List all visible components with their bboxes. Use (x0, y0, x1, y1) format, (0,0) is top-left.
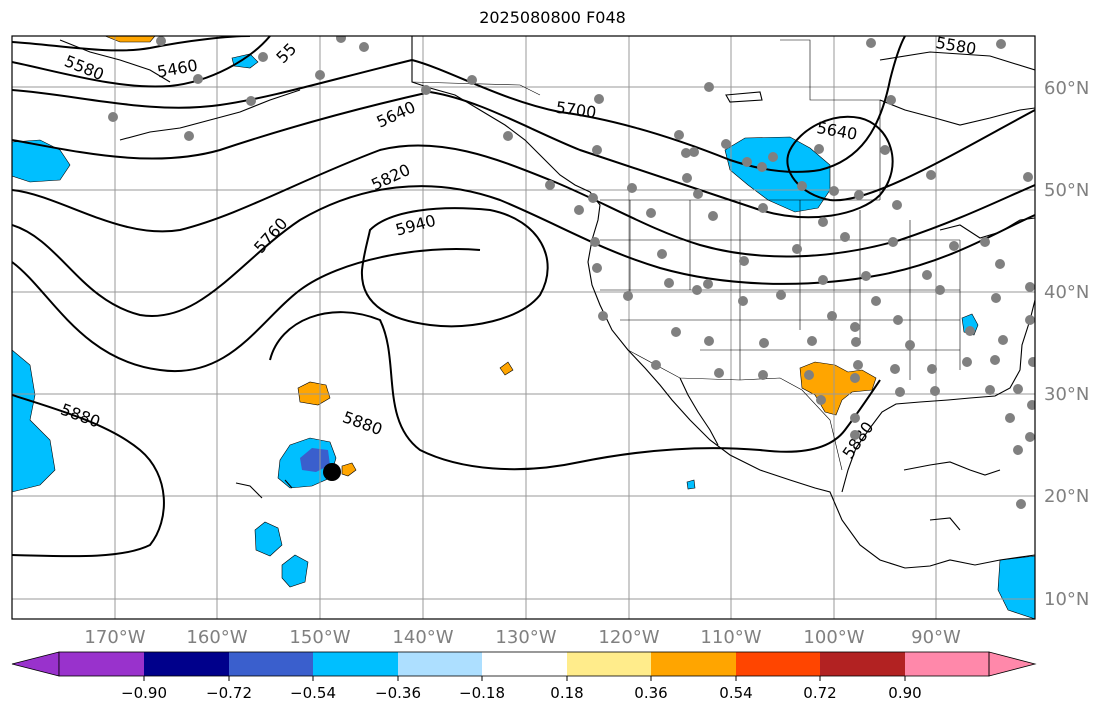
latitude-labels: 60°N 50°N 40°N 30°N 20°N 10°N (1044, 78, 1089, 610)
lon-label: 160°W (186, 627, 247, 648)
colorbar: −0.90 −0.72 −0.54 −0.36 −0.18 0.18 0.36 … (11, 651, 1037, 702)
anomaly-shading (12, 36, 1035, 619)
lon-label: 90°W (911, 627, 961, 648)
anomaly-region-orange (799, 361, 877, 416)
colorbar-bin (905, 652, 989, 676)
lon-label: 140°W (392, 627, 453, 648)
lat-label: 60°N (1044, 78, 1089, 99)
graticule (12, 36, 1035, 619)
contour-label: 5640 (374, 97, 419, 131)
colorbar-bin (229, 652, 313, 676)
colorbar-tick-label: 0.72 (803, 684, 836, 702)
colorbar-tick-label: 0.54 (719, 684, 752, 702)
contour-label: 5880 (839, 418, 878, 462)
contour-label: 5820 (368, 160, 413, 194)
contour-label: 55 (272, 39, 300, 67)
colorbar-tick-label: −0.72 (206, 684, 252, 702)
contour-label: 5880 (58, 400, 103, 432)
colorbar-tick-label: −0.90 (121, 684, 167, 702)
colorbar-bin (820, 652, 905, 676)
colorbar-bin (398, 652, 482, 676)
colorbar-tick-label: −0.54 (290, 684, 336, 702)
contour-label: 5880 (340, 407, 385, 439)
lat-label: 30°N (1044, 384, 1089, 405)
colorbar-bin (736, 652, 820, 676)
contour-label: 5640 (815, 118, 858, 144)
lat-label: 50°N (1044, 180, 1089, 201)
lon-label: 170°W (84, 627, 145, 648)
contour-label: 5580 (934, 33, 977, 59)
contour-label: 5580 (62, 51, 107, 84)
contour-label: 5460 (156, 56, 199, 82)
anomaly-region-blue (12, 139, 71, 183)
lat-label: 10°N (1044, 589, 1089, 610)
colorbar-bin (59, 652, 144, 676)
colorbar-tick-label: 0.18 (550, 684, 583, 702)
colorbar-bin (651, 652, 736, 676)
lon-label: 100°W (803, 627, 864, 648)
contour-label: 5700 (555, 98, 598, 122)
anomaly-region-blue (231, 53, 259, 69)
height-contours (12, 36, 1035, 558)
map-frame (11, 35, 1036, 620)
anomaly-region-blue (281, 554, 309, 588)
borders (411, 39, 961, 471)
station-markers (108, 36, 1035, 509)
colorbar-tick-label: −0.36 (375, 684, 421, 702)
coastlines (59, 36, 1035, 569)
colorbar-tick-label: 0.36 (634, 684, 667, 702)
anomaly-region-orange (341, 462, 357, 477)
lon-label: 150°W (289, 627, 350, 648)
longitude-labels: 170°W 160°W 150°W 140°W 130°W 120°W 110°… (84, 627, 961, 648)
anomaly-region-blue (686, 479, 696, 490)
colorbar-tick-label: 0.90 (888, 684, 921, 702)
colorbar-extend-high (988, 651, 1037, 677)
anomaly-region-blue (997, 555, 1035, 619)
lat-label: 40°N (1044, 282, 1089, 303)
lon-label: 110°W (700, 627, 761, 648)
lon-label: 130°W (495, 627, 556, 648)
anomaly-region-darkblue (300, 448, 330, 472)
lat-label: 20°N (1044, 486, 1089, 507)
colorbar-bin (144, 652, 229, 676)
colorbar-bin (567, 652, 651, 676)
colorbar-extend-low (11, 651, 60, 677)
anomaly-region-orange (104, 36, 156, 43)
location-marker (323, 463, 341, 481)
contour-label: 5760 (250, 214, 291, 257)
colorbar-bin (482, 652, 567, 676)
colorbar-frame (58, 651, 990, 677)
colorbar-bin (313, 652, 398, 676)
anomaly-region-orange (499, 361, 514, 376)
anomaly-region-blue (254, 521, 283, 557)
map-title: 2025080800 F048 (479, 8, 626, 27)
lon-label: 120°W (598, 627, 659, 648)
anomaly-region-blue (12, 349, 56, 493)
colorbar-tick-label: −0.18 (459, 684, 505, 702)
